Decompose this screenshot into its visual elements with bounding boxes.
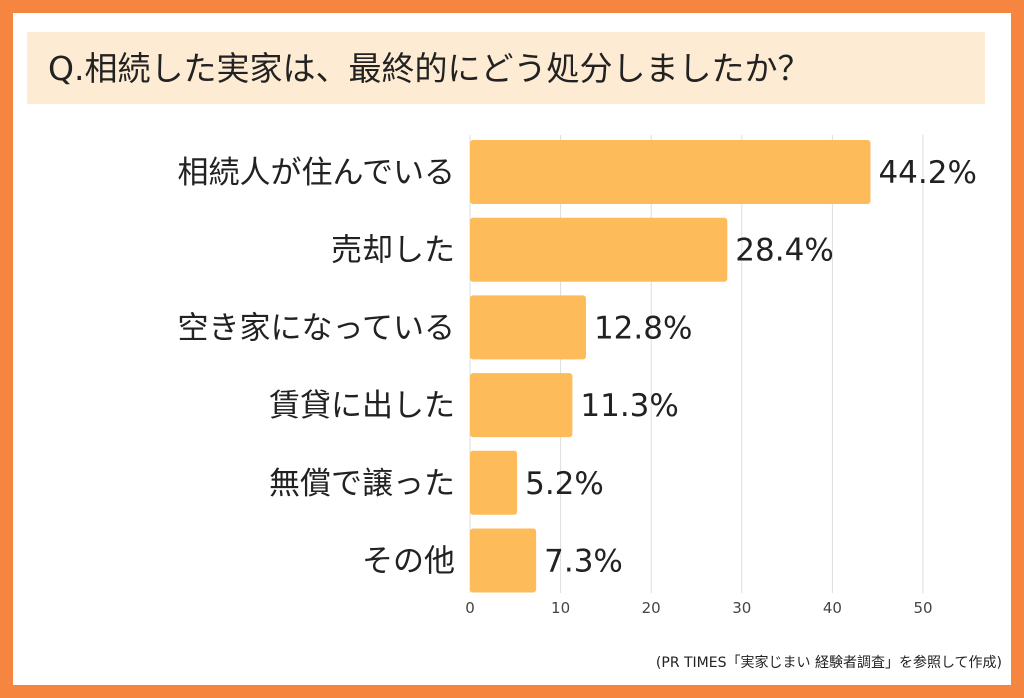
chart-title: Q.相続した実家は、最終的にどう処分しましたか？ bbox=[48, 49, 811, 88]
value-label: 11.3% bbox=[580, 388, 678, 424]
x-tick-label: 20 bbox=[642, 599, 661, 617]
category-label: 相続人が住んでいる bbox=[178, 155, 455, 191]
x-tick-label: 40 bbox=[823, 599, 842, 617]
value-label: 12.8% bbox=[594, 310, 692, 346]
value-label: 44.2% bbox=[878, 155, 976, 191]
x-tick-label: 0 bbox=[465, 599, 475, 617]
value-label: 5.2% bbox=[525, 466, 604, 502]
category-label: その他 bbox=[362, 544, 455, 580]
category-label: 賃貸に出した bbox=[269, 388, 455, 424]
bar bbox=[470, 373, 573, 438]
bar bbox=[470, 450, 518, 515]
x-tick-label: 30 bbox=[732, 599, 751, 617]
bar bbox=[470, 295, 586, 360]
category-label: 無償で譲った bbox=[269, 466, 455, 502]
category-label: 空き家になっている bbox=[178, 310, 455, 346]
title-box bbox=[27, 32, 985, 104]
x-tick-label: 50 bbox=[913, 599, 932, 617]
bar bbox=[470, 217, 728, 282]
category-label: 売却した bbox=[331, 233, 455, 269]
bar bbox=[470, 140, 871, 204]
bar bbox=[470, 528, 537, 593]
x-tick-label: 10 bbox=[551, 599, 570, 617]
value-label: 28.4% bbox=[735, 233, 833, 269]
value-label: 7.3% bbox=[544, 544, 623, 580]
source-note: (PR TIMES「実家じまい 経験者調査」を参照して作成) bbox=[655, 655, 1002, 671]
